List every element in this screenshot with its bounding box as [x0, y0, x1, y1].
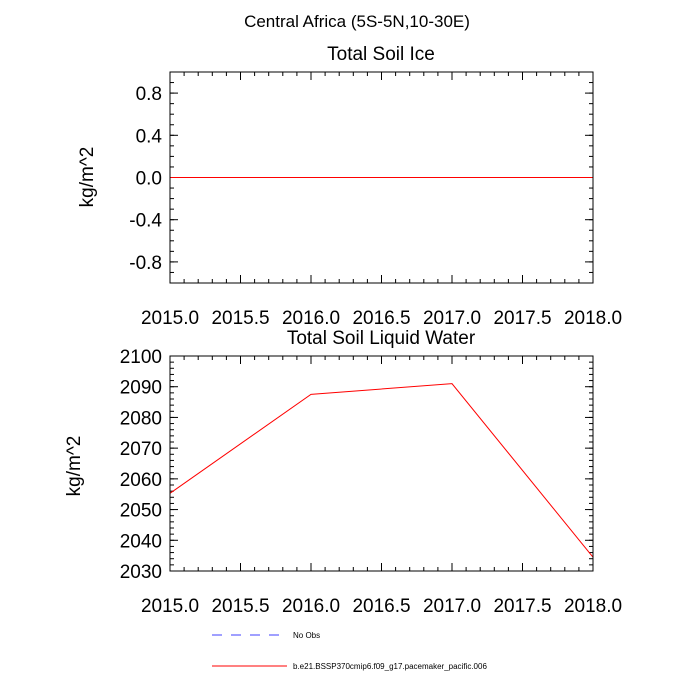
- panel-2-title: Total Soil Liquid Water: [287, 328, 476, 349]
- panel-1-y-tick-labels: 0.8 0.4 0.0 -0.4 -0.8: [129, 84, 162, 274]
- legend-label-model-run: b.e21.BSSP370cmip6.f09_g17.pacemaker_pac…: [293, 662, 487, 671]
- x-tick-label: 2015.0: [141, 596, 199, 617]
- x-tick-label: 2017.5: [493, 596, 551, 617]
- panel-2-ticks: [169, 355, 594, 572]
- panel-2-x-tick-labels: 2015.0 2015.5 2016.0 2016.5 2017.0 2017.5 2018…: [141, 596, 622, 617]
- legend: No Obs b.e21.BSSP370cmip6.f09_g17.pacema…: [212, 631, 487, 671]
- x-tick-label: 2015.0: [141, 308, 199, 329]
- x-tick-label: 2017.0: [423, 308, 481, 329]
- y-tick-label: 2060: [120, 470, 162, 491]
- y-tick-label: 0.0: [136, 169, 162, 190]
- x-tick-label: 2018.0: [564, 596, 622, 617]
- panel-2-frame: [169, 355, 594, 572]
- y-tick-label: 2090: [120, 378, 162, 399]
- x-tick-label: 2016.0: [282, 596, 340, 617]
- x-tick-label: 2016.5: [352, 596, 410, 617]
- x-tick-label: 2017.5: [493, 308, 551, 329]
- panel-2-series: [169, 383, 594, 558]
- panel-1-x-tick-labels: 2015.0 2015.5 2016.0 2016.5 2017.0 2017.5 2018…: [141, 308, 622, 329]
- y-tick-label: 0.4: [136, 126, 163, 147]
- y-tick-label: 2070: [120, 439, 162, 460]
- y-tick-label: -0.4: [129, 211, 162, 232]
- panel-1-title: Total Soil Ice: [327, 44, 435, 65]
- y-tick-label: 2030: [120, 562, 162, 583]
- panel-soil-liquid-water: Total Soil Liquid Water kg/m^2 210020902…: [64, 328, 622, 617]
- y-tick-label: 2100: [120, 347, 162, 368]
- panel-2-ylabel: kg/m^2: [64, 436, 85, 497]
- panel-soil-ice: Total Soil Ice kg/m^2 0.80.40.0-0.4-0.8 …: [77, 44, 622, 329]
- x-tick-label: 2017.0: [423, 596, 481, 617]
- y-tick-label: 2050: [120, 501, 162, 522]
- x-tick-label: 2016.0: [282, 308, 340, 329]
- y-tick-label: 0.8: [136, 84, 162, 105]
- panel-1-ylabel: kg/m^2: [77, 147, 98, 208]
- legend-label-no-obs: No Obs: [293, 631, 320, 640]
- y-tick-label: -0.8: [129, 253, 162, 274]
- y-tick-label: 2080: [120, 408, 162, 429]
- series-line: [169, 383, 594, 558]
- x-tick-label: 2015.5: [211, 596, 269, 617]
- x-tick-label: 2015.5: [211, 308, 269, 329]
- panel-1-frame: [169, 71, 594, 284]
- y-tick-label: 2040: [120, 531, 162, 552]
- panel-2-y-tick-labels: 2100 2090 2080 2070 2060 2050 2040 2030: [120, 347, 162, 583]
- x-tick-label: 2016.5: [352, 308, 410, 329]
- x-tick-label: 2018.0: [564, 308, 622, 329]
- figure-suptitle: Central Africa (5S-5N,10-30E): [244, 12, 470, 31]
